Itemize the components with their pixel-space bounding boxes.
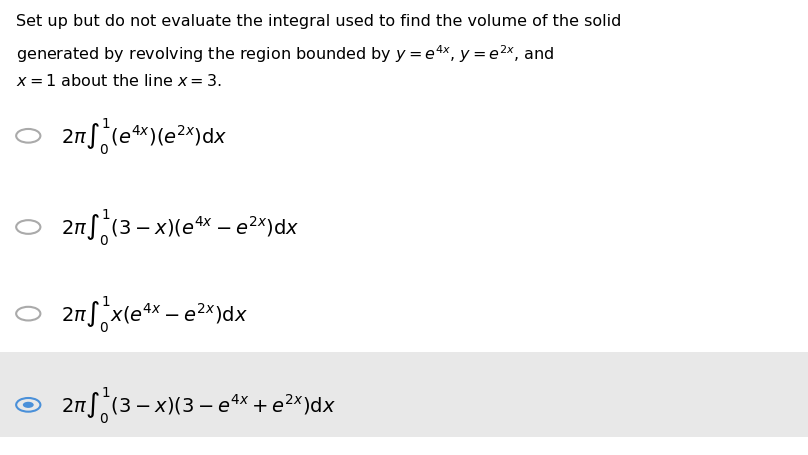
Text: Set up but do not evaluate the integral used to find the volume of the solid: Set up but do not evaluate the integral …	[16, 14, 621, 29]
Text: $x = 1$ about the line $x = 3$.: $x = 1$ about the line $x = 3$.	[16, 73, 222, 89]
Circle shape	[23, 402, 34, 408]
Text: $2\pi \int_0^1 x\left(e^{4x} - e^{2x}\right) \mathrm{d}x$: $2\pi \int_0^1 x\left(e^{4x} - e^{2x}\ri…	[61, 294, 247, 334]
Text: $2\pi \int_0^1 \left(3 - x\right)\left(e^{4x} - e^{2x}\right) \mathrm{d}x$: $2\pi \int_0^1 \left(3 - x\right)\left(e…	[61, 207, 299, 248]
Text: generated by revolving the region bounded by $y = e^{4x}$, $y = e^{2x}$, and: generated by revolving the region bounde…	[16, 43, 554, 65]
FancyBboxPatch shape	[0, 353, 808, 437]
Text: $2\pi \int_0^1 \left(3 - x\right)\left(3 - e^{4x} + e^{2x}\right) \mathrm{d}x$: $2\pi \int_0^1 \left(3 - x\right)\left(3…	[61, 385, 335, 425]
Text: $2\pi \int_0^1 \left(e^{4x}\right)\left(e^{2x}\right) \mathrm{d}x$: $2\pi \int_0^1 \left(e^{4x}\right)\left(…	[61, 116, 227, 157]
